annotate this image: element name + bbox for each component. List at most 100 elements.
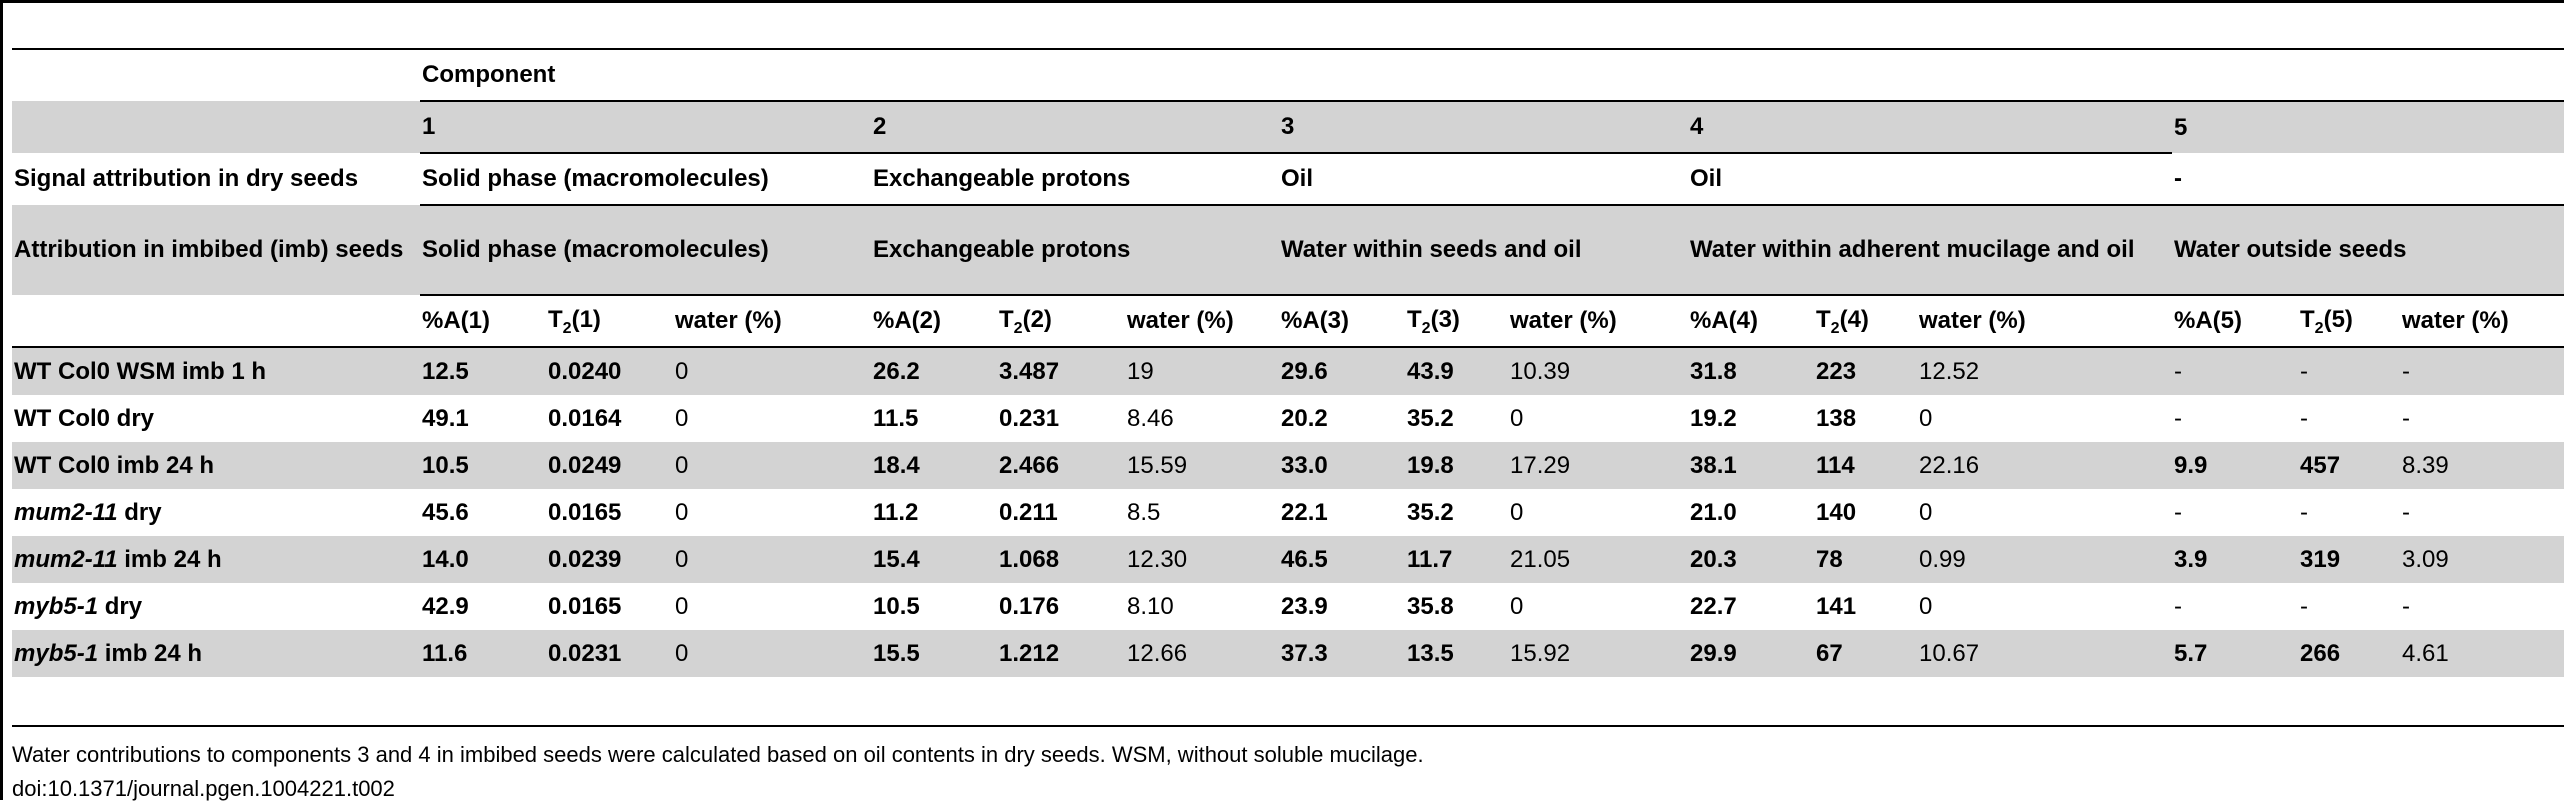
table-cell: 20.3 — [1688, 536, 1814, 583]
table-cell: 4.61 — [2400, 630, 2564, 677]
col-header-water: water (%) — [1125, 295, 1279, 348]
table-cell: 0 — [673, 536, 871, 583]
table-row: myb5-1 dry 42.9 0.0165 0 10.5 0.176 8.10 23.9 35… — [12, 583, 2564, 630]
col-header-t-prefix: T — [548, 305, 563, 333]
col-header-t-subscript: 2 — [2314, 319, 2324, 337]
table-cell: 10.39 — [1508, 347, 1688, 395]
table-cell: 0 — [673, 442, 871, 489]
col-header-water: water (%) — [1917, 295, 2172, 348]
table-cell: - — [2174, 498, 2182, 526]
col-header-t-suffix: (3) — [1430, 305, 1460, 333]
row-label-text: imb 24 h — [98, 639, 203, 667]
table-cell: 31.8 — [1688, 347, 1814, 395]
table-cell: 37.3 — [1279, 630, 1405, 677]
table-cell: - — [2402, 592, 2410, 620]
signal-attribution: Exchangeable protons — [871, 153, 1279, 206]
table-cell: 0.0240 — [546, 347, 673, 395]
signal-attribution: Solid phase (macromolecules) — [420, 153, 871, 206]
table-cell: 11.2 — [873, 498, 919, 526]
table-cell: 15.59 — [1125, 442, 1279, 489]
table-cell: 8.46 — [1127, 404, 1174, 432]
col-header-t-subscript: 2 — [1013, 319, 1023, 337]
table-row: WT Col0 imb 24 h 10.5 0.0249 0 18.4 2.466 15.5… — [12, 442, 2564, 489]
table-cell: 21.05 — [1508, 536, 1688, 583]
table-cell: 15.4 — [871, 536, 997, 583]
table-cell: 5.7 — [2172, 630, 2298, 677]
table-cell: 20.2 — [1281, 404, 1328, 432]
row-label-italic: mum2-11 — [14, 498, 118, 526]
table-cell: 0 — [675, 498, 689, 526]
table-cell: 35.8 — [1407, 592, 1454, 620]
table-row: myb5-1 imb 24 h 11.6 0.0231 0 15.5 1.212 12.66… — [12, 630, 2564, 677]
row-label: WT Col0 imb 24 h — [12, 442, 420, 489]
table-cell: 0 — [675, 404, 689, 432]
table-cell: 29.9 — [1688, 630, 1814, 677]
table-cell: 18.4 — [871, 442, 997, 489]
row-label: WT Col0 dry — [12, 395, 420, 442]
table-cell: 0 — [1510, 498, 1524, 526]
imbibed-attribution-label: Attribution in imbibed (imb) seeds — [12, 205, 420, 295]
row-label-text: dry — [117, 498, 162, 526]
table-cell: - — [2300, 404, 2308, 432]
table-cell: 8.5 — [1127, 498, 1161, 526]
component-label: Component — [420, 48, 2564, 102]
column-header-blank — [12, 295, 420, 348]
col-header-t2: T2(1) — [546, 295, 673, 348]
table-cell: 12.5 — [420, 347, 546, 395]
table-cell: 11.5 — [873, 404, 919, 432]
imbibed-attribution: Water outside seeds — [2172, 205, 2564, 296]
table-cell: 141 — [1816, 592, 1857, 620]
table-cell: 0 — [1919, 498, 1933, 526]
table-cell: 22.7 — [1690, 592, 1737, 620]
table-cell: 0 — [1919, 404, 1933, 432]
table-cell: 319 — [2298, 536, 2400, 583]
table-cell: - — [2300, 592, 2308, 620]
table-cell: 0.231 — [999, 404, 1060, 432]
col-header-t-subscript: 2 — [562, 319, 572, 337]
col-header-area: %A(3) — [1279, 295, 1405, 348]
doi-text: doi:10.1371/journal.pgen.1004221.t002 — [12, 776, 395, 801]
col-header-t2: T2(2) — [997, 295, 1125, 348]
row-label: myb5-1 imb 24 h — [12, 630, 420, 677]
table-row: WT Col0 WSM imb 1 h 12.5 0.0240 0 26.2 3.487 1… — [12, 347, 2564, 395]
row-label-text: imb 24 h — [117, 545, 222, 573]
table-cell: 0.0165 — [548, 592, 622, 620]
col-header-t-suffix: (1) — [571, 305, 601, 333]
table-cell: 38.1 — [1688, 442, 1814, 489]
col-header-water: water (%) — [1508, 295, 1688, 348]
table-cell: 29.6 — [1279, 347, 1405, 395]
table-cell: 0 — [673, 347, 871, 395]
col-header-t2: T2(3) — [1405, 295, 1508, 348]
table-cell: 138 — [1816, 404, 1857, 432]
table-cell: - — [2172, 347, 2298, 395]
col-header-water: water (%) — [673, 295, 871, 348]
signal-attribution: Oil — [1279, 153, 1688, 206]
table-cell: 3.09 — [2400, 536, 2564, 583]
row-label: mum2-11 dry — [12, 489, 420, 536]
table-cell: 0.0165 — [548, 498, 622, 526]
table-cell: 140 — [1816, 498, 1857, 526]
signal-attribution-label: Signal attribution in dry seeds — [14, 165, 359, 192]
col-header-t-prefix: T — [1816, 305, 1831, 333]
row-label: WT Col0 WSM imb 1 h — [12, 347, 420, 395]
table-cell: 114 — [1814, 442, 1917, 489]
table-cell: 22.1 — [1281, 498, 1328, 526]
table-cell: 3.487 — [997, 347, 1125, 395]
table-cell: 12.66 — [1125, 630, 1279, 677]
table-cell: 78 — [1814, 536, 1917, 583]
col-header-t-suffix: (2) — [1022, 305, 1052, 333]
col-header-area: %A(1) — [420, 295, 546, 348]
imbibed-attribution: Solid phase (macromolecules) — [420, 205, 871, 296]
table-cell: 1.068 — [997, 536, 1125, 583]
signal-attribution: - — [2172, 153, 2564, 206]
table-cell: 9.9 — [2172, 442, 2298, 489]
row-label-text: dry — [98, 592, 143, 620]
table-cell: 23.9 — [1281, 592, 1328, 620]
table-cell: 17.29 — [1508, 442, 1688, 489]
table-cell: 19.8 — [1405, 442, 1508, 489]
table-cell: - — [2298, 347, 2400, 395]
table-cell: 35.2 — [1407, 404, 1454, 432]
